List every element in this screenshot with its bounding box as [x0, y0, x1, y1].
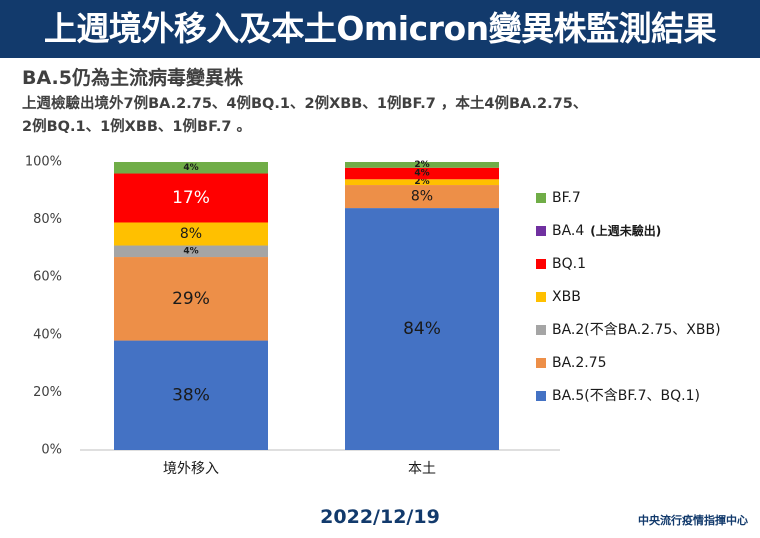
data-label: 84% — [403, 319, 441, 339]
main-title: 上週境外移入及本土Omicron變異株監測結果 — [43, 9, 717, 48]
legend-swatch — [536, 259, 546, 269]
y-tick-label: 20% — [33, 385, 62, 400]
legend-swatch — [536, 391, 546, 401]
bar-segment — [114, 257, 268, 341]
legend-label: BA.2(不含BA.2.75、XBB) — [552, 322, 721, 338]
legend-swatch — [536, 226, 546, 236]
subtitle: BA.5仍為主流病毒變異株 — [22, 67, 243, 89]
legend-swatch — [536, 292, 546, 302]
data-label: 8% — [180, 226, 202, 242]
stacked-bar-chart: 0% 20% 40% 60% 80% 100% 38% 29% 4% 8% 17% 4% 境外移入 84%… — [25, 155, 721, 478]
data-label: 2% — [414, 160, 429, 170]
bar-segment — [114, 162, 268, 174]
legend-swatch — [536, 325, 546, 335]
x-tick-label: 境外移入 — [163, 461, 219, 477]
data-label: 4% — [183, 246, 198, 256]
legend-label: BA.2.75 — [552, 355, 607, 371]
bar-segment — [345, 185, 499, 209]
bar-segment — [345, 162, 499, 168]
bar-segment — [114, 222, 268, 246]
x-tick-label: 本土 — [408, 461, 436, 477]
y-tick-label: 80% — [33, 212, 62, 227]
bar-segment — [114, 173, 268, 223]
bar-segment — [345, 167, 499, 180]
data-label: 8% — [411, 189, 433, 205]
legend-swatch — [536, 358, 546, 368]
y-tick-label: 0% — [41, 443, 62, 458]
legend-swatch — [536, 193, 546, 203]
legend-label: XBB — [552, 289, 581, 305]
bar-segment — [114, 245, 268, 258]
y-tick-label: 60% — [33, 270, 62, 285]
y-tick-label: 100% — [25, 155, 62, 170]
bar-segment — [345, 208, 499, 450]
description-line-1: 上週檢驗出境外7例BA.2.75、4例BQ.1、2例XBB、1例BF.7 ，本土… — [22, 96, 588, 112]
y-tick-label: 40% — [33, 327, 62, 342]
data-label: 17% — [172, 188, 210, 208]
data-label: 29% — [172, 289, 210, 309]
data-label: 4% — [183, 163, 198, 173]
legend-label: BQ.1 — [552, 256, 586, 272]
data-label: 2% — [414, 177, 429, 187]
legend-label: BA.5(不含BF.7、BQ.1) — [552, 388, 700, 404]
bar-segment — [114, 340, 268, 450]
legend-label: BF.7 — [552, 190, 581, 206]
source-agency: 中央流行疫情指揮中心 — [638, 514, 748, 527]
bar-segment — [345, 179, 499, 186]
legend-label: BA.4 (上週未驗出) — [552, 223, 661, 239]
data-label: 4% — [414, 169, 429, 179]
report-date: 2022/12/19 — [320, 506, 440, 528]
data-label: 38% — [172, 385, 210, 405]
description-line-2: 2例BQ.1、1例XBB、1例BF.7 。 — [22, 119, 251, 135]
title-banner: 上週境外移入及本土Omicron變異株監測結果 — [0, 0, 760, 58]
